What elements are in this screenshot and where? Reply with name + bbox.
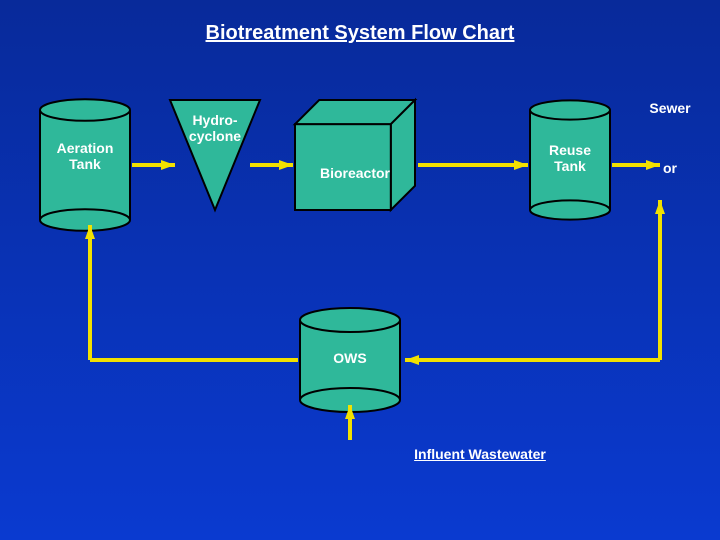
label-sewer: Sewer (640, 100, 700, 116)
label-hydro: Hydro-cyclone (180, 112, 250, 144)
label-ows: OWS (320, 350, 380, 366)
label-bioreactor: Bioreactor (310, 165, 400, 181)
label-reuse: ReuseTank (538, 142, 602, 174)
label-or: or (650, 160, 690, 176)
diagram-stage (0, 0, 720, 540)
label-aeration: AerationTank (50, 140, 120, 172)
label-influent: Influent Wastewater (380, 446, 580, 462)
